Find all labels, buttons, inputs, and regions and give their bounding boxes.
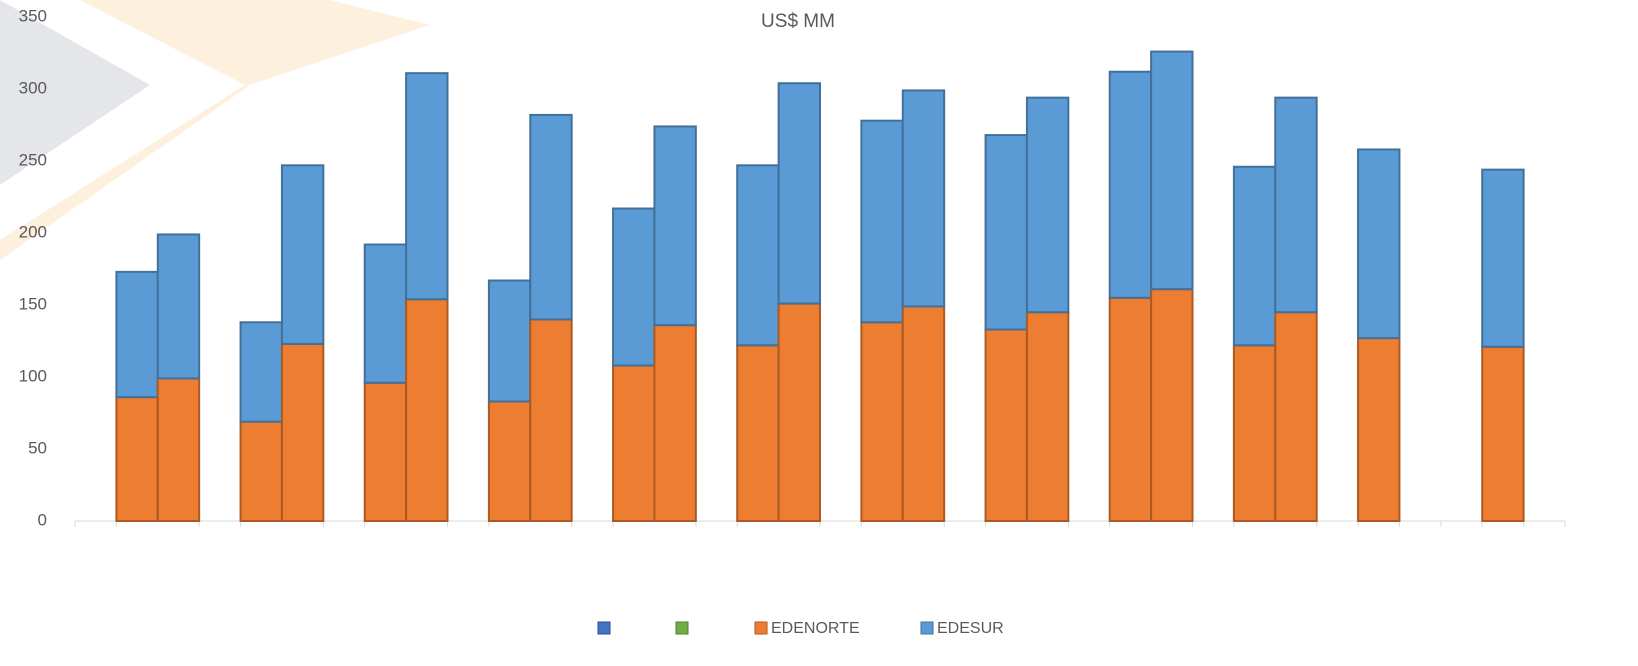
- bar-segment: [777, 302, 821, 522]
- decor-arrow: [0, 0, 150, 185]
- bar-segment: [280, 164, 325, 345]
- bar-segment: [860, 321, 904, 522]
- bar-segment: [529, 318, 573, 522]
- y-tick-label: 0: [38, 510, 47, 529]
- bar-segment: [901, 305, 946, 522]
- y-tick-label: 50: [28, 438, 47, 457]
- bar-segment: [901, 89, 946, 308]
- bar-segment: [653, 324, 697, 522]
- y-tick-label: 300: [19, 78, 47, 97]
- bar-segment: [1232, 344, 1277, 522]
- bar-segment: [653, 125, 697, 327]
- bar-segment: [1232, 165, 1277, 347]
- bar-segment: [1481, 345, 1525, 523]
- bar-segment: [363, 243, 408, 384]
- bar-segment: [239, 321, 283, 423]
- bar-segment: [487, 400, 532, 523]
- bar-segment: [1357, 148, 1401, 340]
- bar-segment: [777, 82, 821, 305]
- legend-label: EDESUR: [937, 620, 1004, 637]
- bar-segment: [736, 164, 780, 347]
- bar-segment: [363, 381, 408, 523]
- bar-segment: [156, 233, 201, 380]
- bar-segment: [612, 364, 656, 523]
- bar-segment: [612, 207, 656, 367]
- y-tick-label: 250: [19, 150, 47, 169]
- bar-segment: [1274, 311, 1318, 523]
- bar-segment: [1025, 311, 1070, 523]
- y-tick-label: 350: [19, 6, 47, 25]
- bar-segment: [1481, 168, 1525, 348]
- bar-segment: [1274, 96, 1318, 314]
- chart-title: US$ MM: [761, 11, 835, 32]
- y-tick-label: 150: [19, 294, 47, 313]
- bar-segment: [156, 377, 201, 522]
- bar-segment: [1108, 70, 1153, 299]
- bar-segment: [115, 270, 159, 399]
- legend-label: EDENORTE: [771, 620, 860, 637]
- bar-segment: [1150, 50, 1194, 291]
- bar-segment: [487, 279, 532, 403]
- bar-segment: [1108, 296, 1153, 522]
- bar-segment: [984, 328, 1028, 523]
- y-tick-label: 200: [19, 222, 47, 241]
- bar-segment: [984, 134, 1028, 331]
- y-tick-label: 100: [19, 366, 47, 385]
- bar-segment: [115, 396, 159, 522]
- bar-segment: [860, 119, 904, 324]
- bar-segment: [529, 113, 573, 321]
- bar-segment: [239, 420, 283, 523]
- legend-swatch: [597, 621, 611, 635]
- bar-segment: [280, 342, 325, 522]
- bar-segment: [736, 344, 780, 522]
- bar-segment: [1357, 337, 1401, 522]
- bar-segment: [1025, 96, 1070, 314]
- legend-swatch: [920, 621, 934, 635]
- bar-segment: [405, 298, 449, 522]
- bar-segment: [1150, 288, 1194, 522]
- legend-swatch: [675, 621, 689, 635]
- decor-arrow: [0, 0, 430, 260]
- bar-segment: [405, 72, 449, 301]
- legend-swatch: [754, 621, 768, 635]
